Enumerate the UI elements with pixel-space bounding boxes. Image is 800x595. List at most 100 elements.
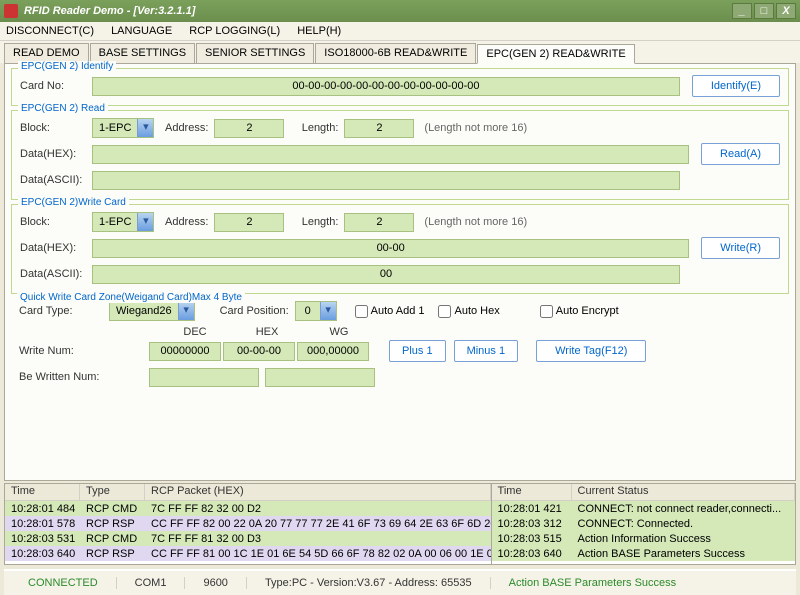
write-addr-field[interactable] [214, 213, 284, 232]
status-last-action: Action BASE Parameters Success [491, 577, 790, 589]
log-row[interactable]: 10:28:03 531RCP CMD7C FF FF 81 32 00 D3 [5, 531, 491, 546]
tab-panel: EPC(GEN 2) Identify Card No: Identify(E)… [4, 63, 796, 481]
read-button[interactable]: Read(A) [701, 143, 780, 165]
tab-senior-settings[interactable]: SENIOR SETTINGS [196, 43, 314, 63]
write-button[interactable]: Write(R) [701, 237, 780, 259]
cardpos-select[interactable]: 0▾ [295, 301, 337, 321]
write-group: EPC(GEN 2)Write Card Block: 1-EPC▾ Addre… [11, 204, 789, 294]
write-ascii-field[interactable] [92, 265, 680, 284]
write-ascii-label: Data(ASCII): [20, 268, 92, 280]
wg-field[interactable] [297, 342, 369, 361]
quick-title: Quick Write Card Zone(Weigand Card)Max 4… [17, 292, 245, 303]
menu-bar: DISCONNECT(C) LANGUAGE RCP LOGGING(L) HE… [0, 22, 800, 41]
status-bar: CONNECTED COM1 9600 Type:PC - Version:V3… [4, 569, 796, 595]
autoenc-checkbox[interactable] [540, 305, 553, 318]
menu-language[interactable]: LANGUAGE [111, 25, 172, 37]
read-block-label: Block: [20, 122, 92, 134]
log-row[interactable]: 10:28:03 640RCP RSPCC FF FF 81 00 1C 1E … [5, 546, 491, 561]
status-row[interactable]: 10:28:03 515Action Information Success [492, 531, 795, 546]
read-group: EPC(GEN 2) Read Block: 1-EPC▾ Address: L… [11, 110, 789, 200]
status-connected: CONNECTED [10, 577, 117, 589]
status-port: COM1 [117, 577, 186, 589]
autohex-checkbox[interactable] [438, 305, 451, 318]
close-button[interactable]: X [776, 3, 796, 19]
wg-header: WG [303, 326, 375, 338]
status-version: Type:PC - Version:V3.67 - Address: 65535 [247, 577, 491, 589]
bewritten1-field[interactable] [149, 368, 259, 387]
read-title: EPC(GEN 2) Read [18, 103, 108, 114]
identify-group: EPC(GEN 2) Identify Card No: Identify(E) [11, 68, 789, 106]
autohex-label: Auto Hex [454, 305, 499, 317]
menu-help[interactable]: HELP(H) [297, 25, 341, 37]
status-row[interactable]: 10:28:03 640Action BASE Parameters Succe… [492, 546, 795, 561]
plus-button[interactable]: Plus 1 [389, 340, 446, 362]
window-title: RFID Reader Demo - [Ver:3.2.1.1] [24, 5, 195, 17]
autoadd-label: Auto Add 1 [371, 305, 425, 317]
minus-button[interactable]: Minus 1 [454, 340, 519, 362]
log-row[interactable]: 10:28:01 578RCP RSPCC FF FF 82 00 22 0A … [5, 516, 491, 531]
cardtype-label: Card Type: [19, 305, 109, 317]
read-ascii-field[interactable] [92, 171, 680, 190]
identify-button[interactable]: Identify(E) [692, 75, 780, 97]
write-block-label: Block: [20, 216, 92, 228]
read-addr-field[interactable] [214, 119, 284, 138]
chevron-down-icon[interactable]: ▾ [137, 213, 153, 231]
packet-log: Time Type RCP Packet (HEX) 10:28:01 484R… [4, 483, 492, 565]
menu-disconnect[interactable]: DISCONNECT(C) [6, 25, 94, 37]
maximize-button[interactable]: □ [754, 3, 774, 19]
writetag-button[interactable]: Write Tag(F12) [536, 340, 646, 362]
cardno-field[interactable] [92, 77, 680, 96]
write-addr-label: Address: [154, 216, 214, 228]
status-log: Time Current Status 10:28:01 421CONNECT:… [492, 483, 796, 565]
read-len-field[interactable] [344, 119, 414, 138]
read-block-select[interactable]: 1-EPC▾ [92, 118, 154, 138]
write-hex-label: Data(HEX): [20, 242, 92, 254]
status-baud: 9600 [185, 577, 246, 589]
cardpos-label: Card Position: [195, 305, 295, 317]
read-ascii-label: Data(ASCII): [20, 174, 92, 186]
app-icon [4, 4, 18, 18]
read-hex-label: Data(HEX): [20, 148, 92, 160]
status-row[interactable]: 10:28:01 421CONNECT: not connect reader,… [492, 501, 795, 516]
dec-header: DEC [159, 326, 231, 338]
cardtype-select[interactable]: Wiegand26▾ [109, 301, 195, 321]
chevron-down-icon[interactable]: ▾ [178, 302, 194, 320]
status-col-time: Time [492, 484, 572, 500]
quick-write-group: Quick Write Card Zone(Weigand Card)Max 4… [11, 298, 789, 396]
tab-base-settings[interactable]: BASE SETTINGS [90, 43, 195, 63]
read-hex-field[interactable] [92, 145, 689, 164]
writenum-label: Write Num: [19, 345, 149, 357]
chevron-down-icon[interactable]: ▾ [137, 119, 153, 137]
identify-title: EPC(GEN 2) Identify [18, 61, 116, 72]
log-col-packet: RCP Packet (HEX) [145, 484, 491, 500]
status-row[interactable]: 10:28:03 312CONNECT: Connected. [492, 516, 795, 531]
log-area: Time Type RCP Packet (HEX) 10:28:01 484R… [4, 483, 796, 565]
write-len-label: Length: [284, 216, 344, 228]
menu-rcp-logging[interactable]: RCP LOGGING(L) [189, 25, 280, 37]
log-row[interactable]: 10:28:01 484RCP CMD7C FF FF 82 32 00 D2 [5, 501, 491, 516]
title-bar: RFID Reader Demo - [Ver:3.2.1.1] _ □ X [0, 0, 800, 22]
read-len-label: Length: [284, 122, 344, 134]
chevron-down-icon[interactable]: ▾ [320, 302, 336, 320]
minimize-button[interactable]: _ [732, 3, 752, 19]
log-col-time: Time [5, 484, 80, 500]
hex-field[interactable] [223, 342, 295, 361]
cardno-label: Card No: [20, 80, 92, 92]
tab-iso18000[interactable]: ISO18000-6B READ&WRITE [315, 43, 476, 63]
tab-read-demo[interactable]: READ DEMO [4, 43, 89, 63]
bewritten2-field[interactable] [265, 368, 375, 387]
hex-header: HEX [231, 326, 303, 338]
write-note: (Length not more 16) [424, 216, 527, 228]
log-col-type: Type [80, 484, 145, 500]
write-title: EPC(GEN 2)Write Card [18, 197, 129, 208]
tab-epc-gen2[interactable]: EPC(GEN 2) READ&WRITE [477, 44, 634, 64]
read-addr-label: Address: [154, 122, 214, 134]
write-hex-field[interactable] [92, 239, 689, 258]
read-note: (Length not more 16) [424, 122, 527, 134]
write-block-select[interactable]: 1-EPC▾ [92, 212, 154, 232]
autoadd-checkbox[interactable] [355, 305, 368, 318]
write-len-field[interactable] [344, 213, 414, 232]
status-col-status: Current Status [572, 484, 795, 500]
tab-strip: READ DEMO BASE SETTINGS SENIOR SETTINGS … [0, 41, 800, 63]
dec-field[interactable] [149, 342, 221, 361]
